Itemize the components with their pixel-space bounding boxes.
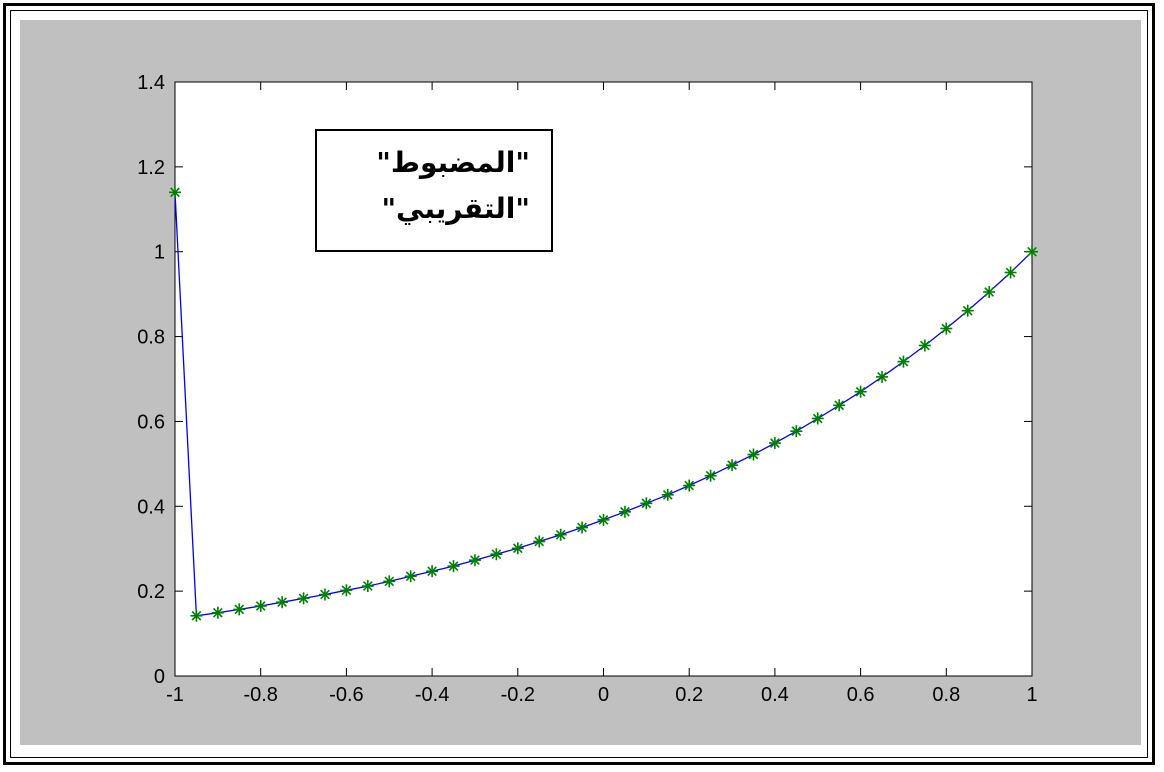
x-tick-label: 0.8 xyxy=(932,684,960,706)
x-tick-label: -0.6 xyxy=(329,684,363,706)
legend: "المضبوط" "التقريبي" xyxy=(315,129,553,252)
data-point-marker xyxy=(276,596,289,609)
x-tick-label: -0.2 xyxy=(501,684,535,706)
x-axis: -1 -0.8 -0.6 -0.4 -0.2 0 0.2 0.4 0.6 0.8 1 xyxy=(166,82,1038,706)
y-tick-label: 1 xyxy=(154,242,165,264)
data-point-marker xyxy=(661,488,674,501)
data-point-marker xyxy=(897,355,910,368)
data-point-marker xyxy=(918,339,931,352)
legend-entry-exact: "المضبوط" xyxy=(376,146,530,179)
data-point-marker xyxy=(618,505,631,518)
data-point-marker xyxy=(1026,245,1038,258)
data-point-marker xyxy=(297,592,310,605)
data-point-marker xyxy=(747,448,760,461)
data-point-marker xyxy=(233,603,246,616)
data-point-marker xyxy=(190,609,203,622)
legend-box xyxy=(315,129,553,252)
data-point-marker xyxy=(576,521,589,534)
x-tick-label: -0.4 xyxy=(415,684,449,706)
data-point-marker xyxy=(983,286,996,299)
y-axis: 0 0.2 0.4 0.6 0.8 1 1.2 1.4 xyxy=(137,72,1032,688)
y-tick-label: 0 xyxy=(154,666,165,688)
data-point-marker xyxy=(426,565,439,578)
data-point-marker xyxy=(490,548,503,561)
y-tick-label: 0.2 xyxy=(137,581,165,603)
data-point-marker xyxy=(768,437,781,450)
data-point-marker xyxy=(468,554,481,567)
data-point-marker xyxy=(876,370,889,383)
inner-frame xyxy=(10,10,1148,758)
data-point-marker xyxy=(940,322,953,335)
data-point-marker xyxy=(961,304,974,317)
data-point-marker xyxy=(340,584,353,597)
x-tick-label: -1 xyxy=(166,684,184,706)
y-tick-label: 1.2 xyxy=(137,157,165,179)
x-tick-label: 0.4 xyxy=(761,684,789,706)
data-point-marker xyxy=(361,580,374,593)
data-point-marker xyxy=(811,412,824,425)
y-tick-label: 0.6 xyxy=(137,411,165,433)
data-point-marker xyxy=(683,479,696,492)
x-tick-label: 0.6 xyxy=(847,684,875,706)
data-point-marker xyxy=(447,560,460,573)
outer-frame xyxy=(3,3,1155,765)
data-point-marker xyxy=(511,542,524,555)
data-point-marker xyxy=(533,535,546,548)
y-tick-label: 0.8 xyxy=(137,327,165,349)
data-point-marker xyxy=(169,186,181,199)
legend-entry-approx: "التقريبي" xyxy=(381,192,530,225)
data-point-marker xyxy=(211,606,224,619)
data-point-marker xyxy=(790,425,803,438)
data-point-marker xyxy=(833,399,846,412)
data-point-marker xyxy=(318,588,331,601)
data-point-marker xyxy=(597,513,610,526)
series-layer xyxy=(169,186,1038,622)
data-point-marker xyxy=(554,528,567,541)
x-tick-label: -0.8 xyxy=(243,684,277,706)
data-point-marker xyxy=(404,570,417,583)
x-tick-label: 1 xyxy=(1026,684,1037,706)
plot-area xyxy=(174,81,1033,677)
data-point-marker xyxy=(854,385,867,398)
data-point-marker xyxy=(640,497,653,510)
y-tick-label: 1.4 xyxy=(137,72,165,94)
data-point-marker xyxy=(704,469,717,482)
y-tick-label: 0.4 xyxy=(137,496,165,518)
data-point-marker xyxy=(383,575,396,588)
x-tick-label: 0 xyxy=(598,684,609,706)
data-point-marker xyxy=(1004,266,1017,279)
data-point-marker xyxy=(254,599,267,612)
data-point-marker xyxy=(726,459,739,472)
x-tick-label: 0.2 xyxy=(675,684,703,706)
